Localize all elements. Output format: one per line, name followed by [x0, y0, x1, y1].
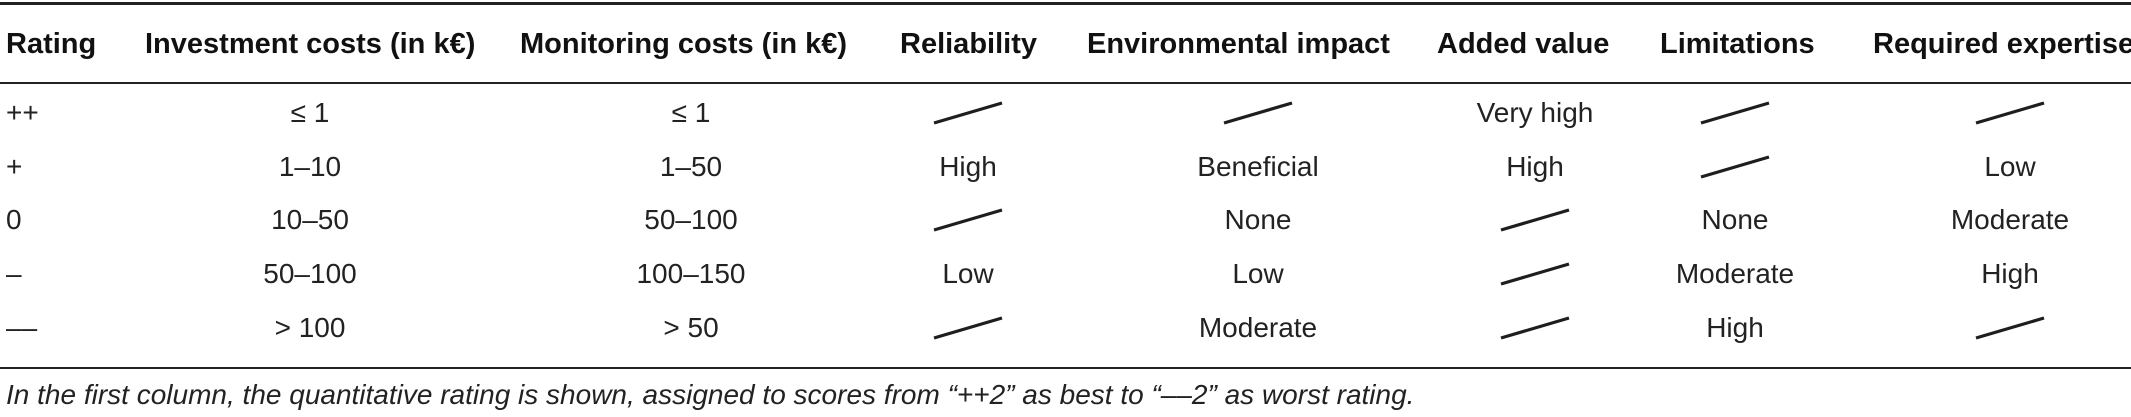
table-top-rule	[0, 2, 2131, 5]
column-header: Limitations	[1660, 28, 1815, 60]
table-cell: None	[1224, 204, 1292, 235]
not-applicable-slash-icon	[1499, 315, 1571, 341]
rating-cell: +	[6, 151, 23, 182]
table-footnote: In the first column, the quantitative ra…	[6, 379, 1415, 410]
table-cell: ≤ 1	[290, 97, 330, 128]
column-header: Investment costs (in k€)	[145, 28, 476, 60]
rating-cell: –	[6, 258, 22, 289]
table-cell: Low	[1984, 151, 2036, 182]
not-applicable-slash-icon	[1699, 154, 1771, 180]
table-bottom-rule	[0, 367, 2131, 369]
table-cell: Very high	[1476, 97, 1594, 128]
table-cell: Beneficial	[1197, 151, 1319, 182]
table-header-rule	[0, 82, 2131, 84]
not-applicable-slash-icon	[1974, 100, 2046, 126]
rating-cell: ––	[6, 312, 38, 343]
not-applicable-slash-icon	[932, 207, 1004, 233]
table-cell: 1–50	[659, 151, 723, 182]
not-applicable-slash-icon	[1974, 315, 2046, 341]
not-applicable-slash-icon	[932, 315, 1004, 341]
table-cell: Moderate	[1950, 204, 2070, 235]
not-applicable-slash-icon	[932, 100, 1004, 126]
table-cell: High	[1506, 151, 1564, 182]
table-cell: Moderate	[1198, 312, 1318, 343]
table-cell: Low	[1232, 258, 1284, 289]
column-header: Environmental impact	[1087, 28, 1390, 60]
not-applicable-slash-icon	[1499, 261, 1571, 287]
table-cell: > 50	[663, 312, 719, 343]
table-cell: High	[939, 151, 997, 182]
rating-cell: 0	[6, 204, 22, 235]
not-applicable-slash-icon	[1222, 100, 1294, 126]
table-cell: High	[1981, 258, 2039, 289]
table-cell: 50–100	[263, 258, 357, 289]
table-cell: > 100	[274, 312, 346, 343]
table-cell: High	[1706, 312, 1764, 343]
column-header: Rating	[6, 28, 97, 60]
table-cell: ≤ 1	[671, 97, 711, 128]
column-header: Reliability	[900, 28, 1037, 60]
table-cell: 10–50	[271, 204, 349, 235]
table-cell: Low	[942, 258, 994, 289]
table-cell: Moderate	[1675, 258, 1795, 289]
column-header: Added value	[1437, 28, 1610, 60]
table-cell: 100–150	[636, 258, 746, 289]
not-applicable-slash-icon	[1499, 207, 1571, 233]
rating-cell: ++	[6, 97, 39, 128]
not-applicable-slash-icon	[1699, 100, 1771, 126]
column-header: Required expertise	[1873, 28, 2131, 60]
table-cell: 50–100	[644, 204, 738, 235]
table-cell: 1–10	[278, 151, 342, 182]
table-cell: None	[1701, 204, 1769, 235]
column-header: Monitoring costs (in k€)	[520, 28, 848, 60]
